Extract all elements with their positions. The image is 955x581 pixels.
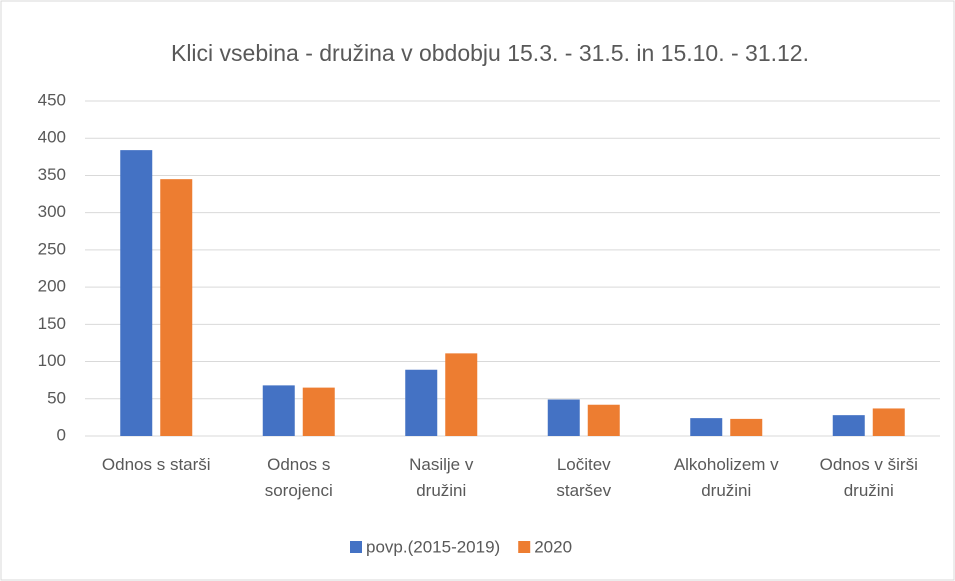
y-tick-label: 150 xyxy=(38,314,66,333)
bar xyxy=(160,179,193,436)
chart-title: Klici vsebina - družina v obdobju 15.3. … xyxy=(171,40,809,66)
x-tick-label: Odnos s starši xyxy=(101,455,211,474)
y-tick-label: 100 xyxy=(38,351,66,370)
y-tick-label: 400 xyxy=(38,128,66,147)
x-tick-label: Ločitev staršev xyxy=(556,455,612,500)
y-tick-label: 450 xyxy=(38,90,66,109)
bar xyxy=(262,385,295,436)
bar xyxy=(445,353,478,436)
y-tick-label: 250 xyxy=(38,239,66,258)
bar xyxy=(832,415,865,436)
y-tick-label: 300 xyxy=(38,202,66,221)
y-tick-label: 50 xyxy=(47,388,66,407)
x-tick-label: Odnos v širši družini xyxy=(819,455,918,500)
x-tick-label: Odnos s sorojenci xyxy=(264,455,333,500)
legend-swatch xyxy=(518,541,531,553)
legend-label: 2020 xyxy=(534,537,572,556)
y-tick-label: 350 xyxy=(38,165,66,184)
bar xyxy=(690,418,723,436)
bar xyxy=(547,399,580,436)
x-tick-label: Nasilje v družini xyxy=(409,455,474,500)
x-tick-label: Alkoholizem v družini xyxy=(673,455,779,500)
bar xyxy=(730,418,763,436)
y-tick-label: 0 xyxy=(57,425,66,444)
legend-swatch xyxy=(350,541,362,553)
bar xyxy=(587,404,620,436)
bar xyxy=(302,387,335,436)
legend-label: povp.(2015-2019) xyxy=(366,537,500,556)
bar xyxy=(120,150,153,436)
bar xyxy=(405,369,438,436)
bar xyxy=(872,408,905,436)
y-tick-label: 200 xyxy=(38,277,66,296)
